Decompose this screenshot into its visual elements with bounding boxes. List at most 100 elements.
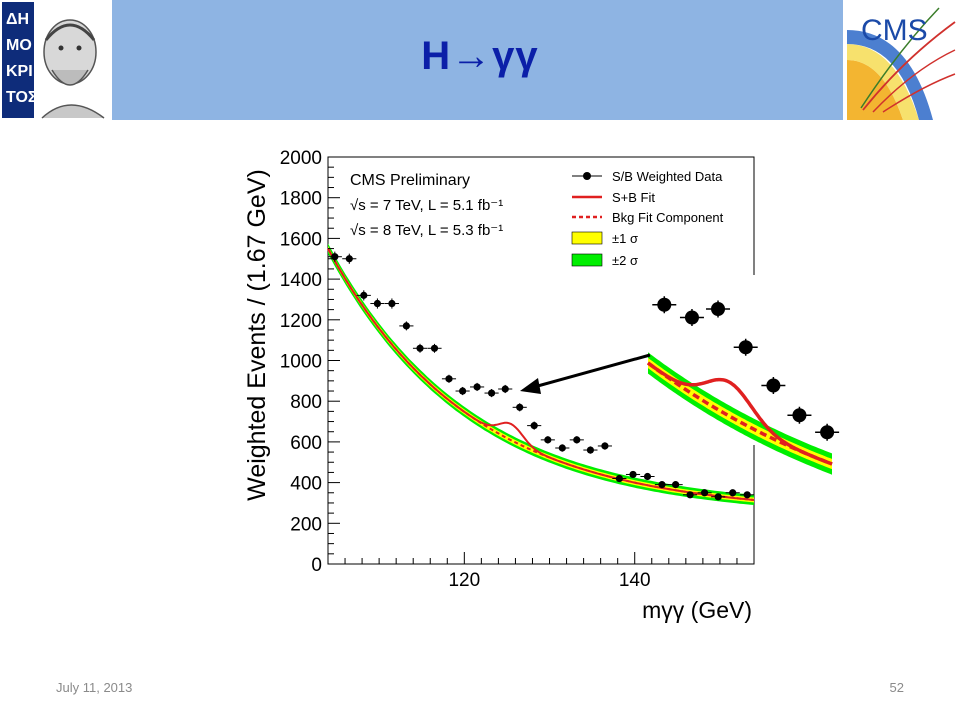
data-point bbox=[668, 481, 683, 489]
data-point-marker bbox=[360, 291, 368, 299]
annotation-lumi-8tev: √s = 8 TeV, L = 5.3 fb⁻¹ bbox=[350, 222, 503, 239]
democritus-portrait-icon: ΔΗ ΜΟ ΚΡΙ ΤΟΣ bbox=[0, 0, 112, 120]
data-point-marker bbox=[416, 344, 424, 352]
svg-text:ΚΡΙ: ΚΡΙ bbox=[6, 63, 33, 80]
data-point-marker bbox=[672, 481, 680, 489]
data-point bbox=[555, 444, 570, 452]
data-point bbox=[740, 491, 755, 499]
data-point bbox=[356, 290, 371, 301]
sb-fit-line bbox=[327, 248, 755, 501]
data-point bbox=[342, 253, 357, 264]
data-point-marker bbox=[544, 436, 552, 444]
data-points bbox=[327, 251, 755, 501]
data-point-marker bbox=[714, 493, 722, 501]
data-point bbox=[625, 470, 641, 479]
annotation-cms-preliminary: CMS Preliminary bbox=[350, 172, 470, 189]
fit-lines bbox=[327, 248, 755, 501]
data-point-marker bbox=[743, 491, 751, 499]
data-point-marker bbox=[459, 387, 467, 395]
cms-logo-icon: CMS bbox=[843, 0, 960, 120]
y-tick-label: 1800 bbox=[280, 189, 322, 210]
data-point bbox=[569, 436, 584, 444]
data-point-marker bbox=[501, 385, 509, 393]
data-point-marker bbox=[530, 422, 538, 430]
data-point-marker bbox=[345, 255, 353, 263]
y-tick-label: 0 bbox=[311, 555, 322, 576]
y-tick-label: 1400 bbox=[280, 270, 322, 291]
legend-data-marker bbox=[583, 172, 591, 180]
data-point-marker bbox=[700, 489, 709, 497]
data-point bbox=[370, 298, 385, 309]
data-point bbox=[399, 321, 414, 331]
y-tick-label: 400 bbox=[290, 474, 322, 495]
data-point bbox=[612, 474, 627, 483]
data-point-marker bbox=[373, 299, 382, 308]
x-tick-label: 140 bbox=[619, 570, 651, 591]
data-point bbox=[412, 343, 428, 353]
data-point bbox=[441, 374, 457, 383]
democritus-logo: ΔΗ ΜΟ ΚΡΙ ΤΟΣ bbox=[0, 0, 112, 120]
inset-data-point bbox=[706, 300, 731, 318]
inset-point-marker bbox=[820, 425, 835, 440]
legend-label-bkg-fit: Bkg Fit Component bbox=[612, 210, 724, 225]
data-point bbox=[683, 491, 698, 499]
data-point bbox=[455, 386, 470, 396]
y-tick-label: 600 bbox=[290, 433, 322, 454]
legend-label-2sigma: ±2 σ bbox=[612, 253, 638, 268]
data-point-marker bbox=[430, 344, 439, 352]
data-point-marker bbox=[573, 436, 581, 444]
inset-point-marker bbox=[738, 340, 753, 355]
legend-label-1sigma: ±1 σ bbox=[612, 231, 638, 246]
inset-point-marker bbox=[657, 297, 672, 312]
inset-point-marker bbox=[711, 302, 726, 316]
data-point bbox=[640, 472, 655, 481]
legend-label-data: S/B Weighted Data bbox=[612, 169, 723, 184]
inset-data-point bbox=[679, 309, 704, 326]
data-point-marker bbox=[643, 472, 652, 481]
inset-data-point bbox=[761, 377, 786, 394]
data-point bbox=[725, 489, 740, 497]
data-point-marker bbox=[487, 389, 496, 397]
data-point-marker bbox=[629, 470, 637, 479]
x-tick-label: 120 bbox=[448, 570, 480, 591]
data-point-marker bbox=[473, 383, 481, 391]
x-axis-ticks: 120 140 bbox=[344, 552, 755, 591]
inset-sb-fit-line bbox=[646, 361, 833, 466]
slide-title: H→γγ bbox=[421, 34, 539, 78]
zoom-inset bbox=[646, 275, 840, 475]
data-point bbox=[484, 388, 499, 398]
footer-date: July 11, 2013 bbox=[56, 680, 133, 695]
data-point bbox=[597, 442, 612, 450]
data-point bbox=[540, 436, 555, 444]
inset-data-point bbox=[733, 338, 758, 356]
inset-data-point bbox=[815, 423, 840, 441]
data-point bbox=[711, 493, 726, 501]
legend: S/B Weighted Data S+B Fit Bkg Fit Compon… bbox=[560, 162, 750, 274]
data-point-marker bbox=[445, 375, 453, 383]
y-tick-label: 1200 bbox=[280, 311, 322, 332]
zoom-arrow bbox=[520, 353, 651, 394]
legend-label-sb-fit: S+B Fit bbox=[612, 190, 655, 205]
data-point-marker bbox=[402, 322, 410, 330]
inset-point-marker bbox=[684, 310, 699, 325]
svg-text:ΤΟΣ: ΤΟΣ bbox=[6, 89, 38, 106]
data-point bbox=[527, 421, 542, 430]
y-tick-label: 1600 bbox=[280, 229, 322, 250]
data-point-marker bbox=[558, 444, 566, 452]
inset-point-marker bbox=[792, 408, 807, 423]
y-axis-ticks: 0 200 400 600 800 1000 1200 1400 1600 1800 2000 bbox=[280, 148, 340, 576]
data-point bbox=[470, 382, 485, 392]
data-point bbox=[512, 403, 527, 412]
data-point-marker bbox=[658, 481, 666, 489]
data-point bbox=[583, 446, 598, 454]
y-tick-label: 200 bbox=[290, 514, 322, 535]
x-axis-label: mγγ (GeV) bbox=[642, 597, 752, 623]
inset-data-points bbox=[652, 296, 840, 441]
footer-page-number: 52 bbox=[889, 680, 904, 695]
y-tick-label: 800 bbox=[290, 392, 322, 413]
inset-data-point bbox=[652, 296, 677, 314]
legend-2sigma-swatch bbox=[571, 253, 603, 267]
data-point bbox=[427, 343, 442, 353]
